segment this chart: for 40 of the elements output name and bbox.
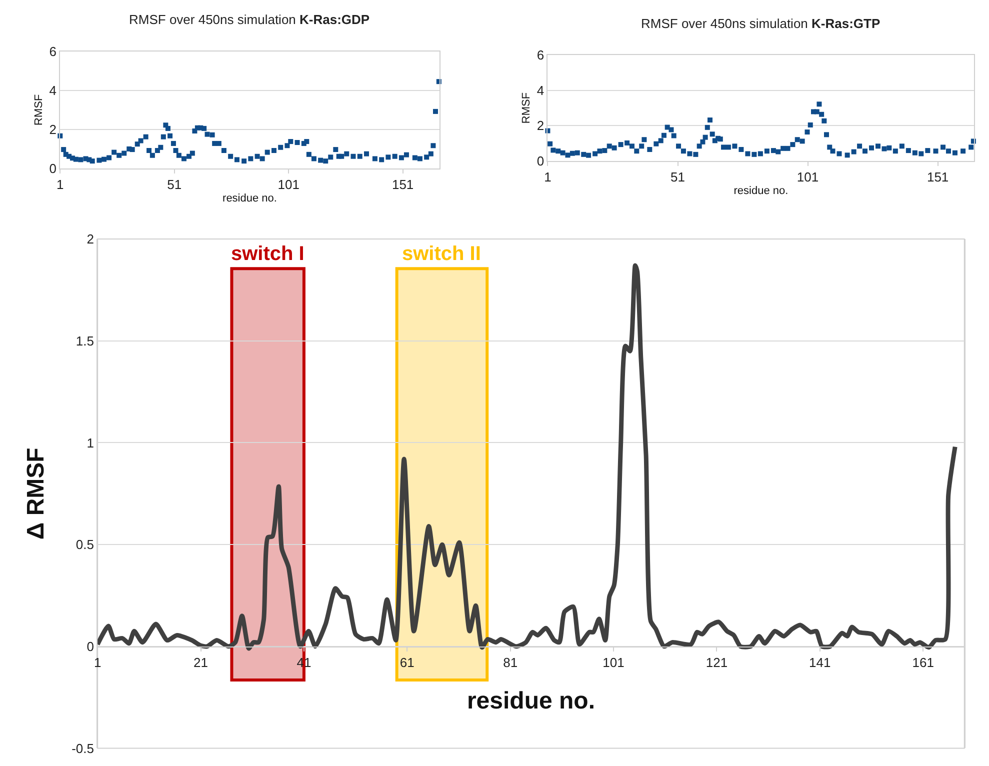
- x-tick-label: 101: [278, 177, 300, 192]
- x-tick-label: 101: [602, 655, 624, 670]
- y-axis-title: RMSF: [32, 94, 45, 126]
- y-tick-label: 6: [49, 44, 57, 59]
- y-tick-label: 0.5: [76, 537, 94, 552]
- chart-subtitle: K-Ras:GTP: [812, 16, 880, 31]
- y-tick-label: 0: [536, 154, 544, 169]
- x-axis-title: residue no.: [466, 687, 595, 714]
- chart-title: RMSF over 450ns simulation: [129, 12, 296, 27]
- y-tick-label: 4: [49, 82, 57, 98]
- y-tick-label: 2: [49, 122, 57, 137]
- y-tick-label: 6: [536, 48, 544, 63]
- x-tick-label: 141: [809, 655, 831, 670]
- y-tick-label: 0: [49, 161, 57, 176]
- x-tick-label: 51: [167, 177, 182, 192]
- x-tick-label: 121: [706, 655, 728, 670]
- band-label: switch I: [231, 243, 304, 265]
- y-tick-label: -0.5: [72, 740, 94, 756]
- chart-title: RMSF over 450ns simulation: [641, 16, 808, 31]
- x-tick-label: 151: [392, 177, 414, 192]
- x-axis-title: residue no.: [734, 184, 788, 197]
- x-tick-label: 61: [400, 655, 414, 670]
- x-tick-label: 101: [796, 170, 819, 185]
- y-tick-label: 2: [86, 232, 94, 247]
- x-tick-label: 151: [926, 170, 949, 185]
- y-axis-title: RMSF: [520, 92, 533, 124]
- y-axis-title: Δ RMSF: [22, 448, 50, 540]
- x-tick-label: 51: [670, 170, 685, 185]
- chart-subtitle: K-Ras:GDP: [300, 12, 370, 27]
- x-tick-label: 161: [912, 655, 934, 670]
- x-tick-label: 21: [194, 655, 208, 670]
- y-tick-label: 4: [536, 82, 544, 98]
- y-tick-label: 1.5: [76, 333, 94, 348]
- y-tick-label: 2: [536, 118, 544, 134]
- line-series: [98, 263, 958, 651]
- x-tick-label: 81: [503, 655, 518, 670]
- y-tick-label: 1: [86, 435, 94, 450]
- band-label: switch II: [402, 243, 481, 265]
- x-axis-title: residue no.: [222, 192, 277, 204]
- y-tick-label: 0: [86, 638, 94, 654]
